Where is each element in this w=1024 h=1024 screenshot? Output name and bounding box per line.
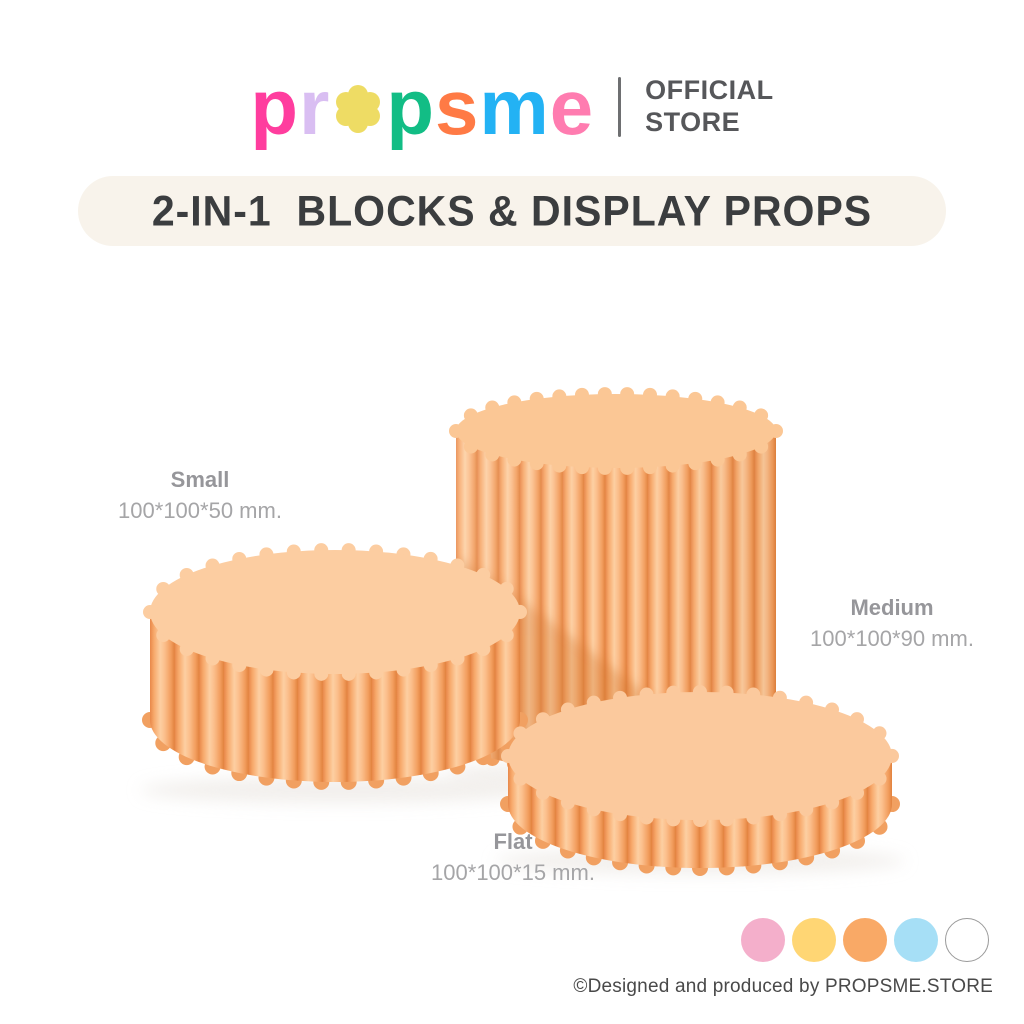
logo-letter-m: m bbox=[479, 63, 550, 151]
product-name-small: Small bbox=[170, 467, 230, 492]
official-store-text: OFFICIAL STORE bbox=[645, 75, 773, 139]
small-top-face bbox=[150, 550, 520, 674]
logo-divider bbox=[618, 77, 622, 137]
product-name-medium: Medium bbox=[850, 595, 934, 620]
swatch-pink bbox=[741, 918, 785, 962]
designer-credit: ©Designed and produced by PROPSME.STORE bbox=[573, 976, 993, 997]
color-swatch-row bbox=[741, 918, 989, 962]
official-line1: OFFICIAL bbox=[645, 75, 774, 106]
prop-flat-disc bbox=[500, 685, 900, 876]
propsme-logo: p r p s m e bbox=[250, 68, 594, 146]
logo-letter-e: e bbox=[549, 63, 595, 151]
prop-small-cylinder bbox=[142, 543, 528, 790]
product-dims-flat: 100*100*15 mm. bbox=[431, 859, 595, 885]
logo-letter-r: r bbox=[299, 63, 331, 151]
label-flat: Flat 100*100*15 mm. bbox=[373, 828, 653, 886]
swatch-white bbox=[945, 918, 989, 962]
swatch-blue bbox=[894, 918, 938, 962]
product-dims-small: 100*100*50 mm. bbox=[118, 497, 282, 523]
swatch-yellow bbox=[792, 918, 836, 962]
flat-top-face bbox=[508, 692, 892, 820]
label-small: Small 100*100*50 mm. bbox=[60, 466, 340, 524]
label-medium: Medium 100*100*90 mm. bbox=[772, 594, 1012, 652]
product-dims-medium: 100*100*90 mm. bbox=[810, 625, 974, 651]
flower-icon bbox=[336, 85, 381, 133]
medium-top-face bbox=[456, 394, 776, 468]
title-banner: 2-IN-1 BLOCKS & DISPLAY PROPS bbox=[78, 176, 946, 246]
official-line2: STORE bbox=[645, 107, 741, 137]
product-name-flat: Flat bbox=[493, 829, 533, 854]
logo-letter-s: s bbox=[435, 63, 480, 151]
logo-letter-p1: p bbox=[250, 63, 299, 151]
swatch-orange bbox=[843, 918, 887, 962]
page-title: 2-IN-1 BLOCKS & DISPLAY PROPS bbox=[151, 186, 873, 235]
brand-header: p r p s m e OFFICIAL STORE bbox=[0, 52, 1024, 162]
logo-letter-p2: p bbox=[386, 63, 436, 151]
ground-shadow-small bbox=[140, 777, 540, 803]
